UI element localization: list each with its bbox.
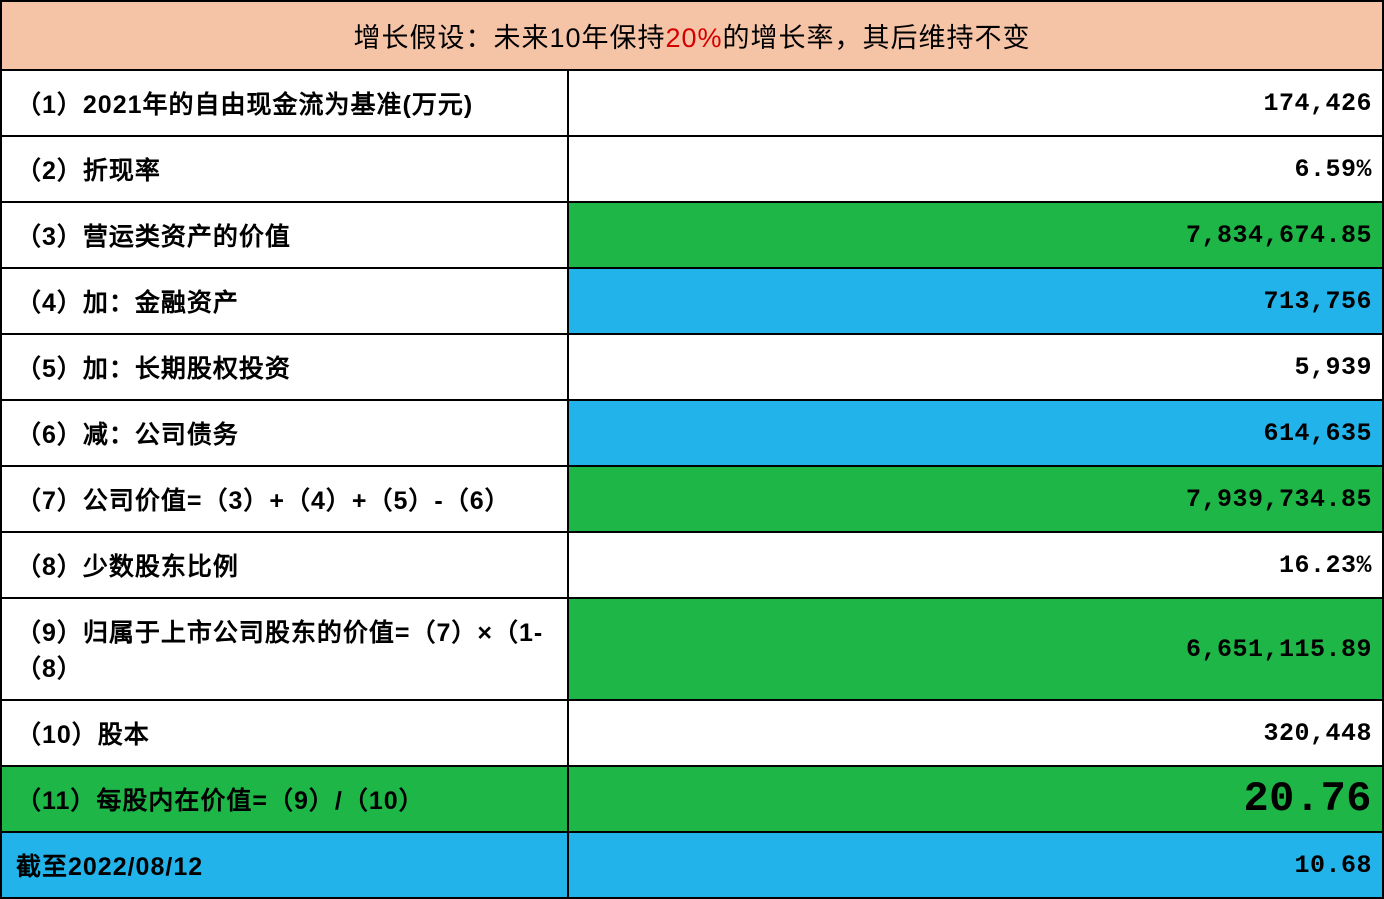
table-row: 截至2022/08/1210.68 [1, 832, 1383, 898]
row-label: 截至2022/08/12 [1, 832, 568, 898]
table-row: （3）营运类资产的价值7,834,674.85 [1, 202, 1383, 268]
table-title-cell: 增长假设：未来10年保持20%的增长率，其后维持不变 [1, 1, 1383, 70]
row-value: 320,448 [568, 700, 1383, 766]
table-header-row: 增长假设：未来10年保持20%的增长率，其后维持不变 [1, 1, 1383, 70]
row-label: （1）2021年的自由现金流为基准(万元) [1, 70, 568, 136]
table-row: （9）归属于上市公司股东的价值=（7）×（1-（8）6,651,115.89 [1, 598, 1383, 700]
table-row: （2）折现率6.59% [1, 136, 1383, 202]
row-value: 713,756 [568, 268, 1383, 334]
row-value: 16.23% [568, 532, 1383, 598]
table-row: （11）每股内在价值=（9）/（10）20.76 [1, 766, 1383, 832]
row-label: （9）归属于上市公司股东的价值=（7）×（1-（8） [1, 598, 568, 700]
row-value: 6.59% [568, 136, 1383, 202]
row-label: （5）加：长期股权投资 [1, 334, 568, 400]
row-label: （11）每股内在价值=（9）/（10） [1, 766, 568, 832]
row-label: （8）少数股东比例 [1, 532, 568, 598]
row-label: （4）加：金融资产 [1, 268, 568, 334]
table-row: （5）加：长期股权投资5,939 [1, 334, 1383, 400]
row-value: 614,635 [568, 400, 1383, 466]
table-row: （10）股本320,448 [1, 700, 1383, 766]
table-row: （1）2021年的自由现金流为基准(万元)174,426 [1, 70, 1383, 136]
row-value: 174,426 [568, 70, 1383, 136]
table-row: （7）公司价值=（3）+（4）+（5）-（6）7,939,734.85 [1, 466, 1383, 532]
title-highlight: 20% [666, 23, 723, 53]
title-suffix: 的增长率，其后维持不变 [723, 23, 1031, 53]
row-label: （10）股本 [1, 700, 568, 766]
row-value: 7,939,734.85 [568, 466, 1383, 532]
row-value: 10.68 [568, 832, 1383, 898]
row-value: 6,651,115.89 [568, 598, 1383, 700]
table-row: （8）少数股东比例16.23% [1, 532, 1383, 598]
table-row: （6）减：公司债务614,635 [1, 400, 1383, 466]
title-prefix: 增长假设：未来10年保持 [353, 23, 665, 53]
row-value: 20.76 [568, 766, 1383, 832]
row-label: （3）营运类资产的价值 [1, 202, 568, 268]
row-value: 5,939 [568, 334, 1383, 400]
row-value: 7,834,674.85 [568, 202, 1383, 268]
row-label: （6）减：公司债务 [1, 400, 568, 466]
row-label: （7）公司价值=（3）+（4）+（5）-（6） [1, 466, 568, 532]
row-label: （2）折现率 [1, 136, 568, 202]
table-row: （4）加：金融资产713,756 [1, 268, 1383, 334]
valuation-table: 增长假设：未来10年保持20%的增长率，其后维持不变 （1）2021年的自由现金… [0, 0, 1384, 899]
